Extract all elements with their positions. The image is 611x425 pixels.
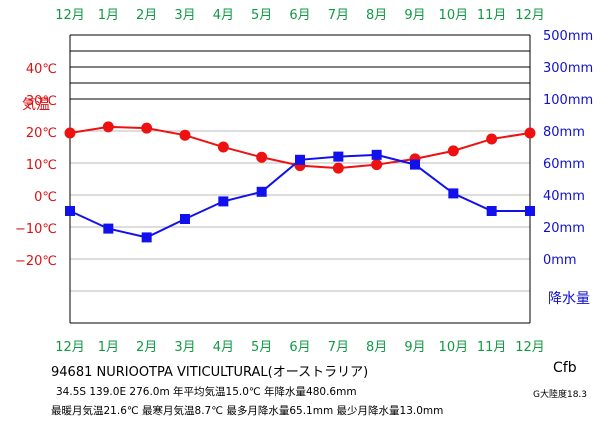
temp-tick-label: 40℃	[26, 62, 57, 77]
temperature-point	[179, 129, 191, 141]
temp-tick-label: −10℃	[15, 222, 57, 237]
temperature-point	[332, 162, 344, 174]
month-label-bottom: 12月	[515, 340, 545, 355]
temperature-point	[256, 151, 268, 163]
month-label-top: 8月	[366, 8, 387, 23]
precipitation-point	[256, 186, 267, 197]
temp-tick-label: −20℃	[15, 254, 57, 269]
temperature-point	[486, 133, 498, 145]
temp-tick-label: 20℃	[26, 126, 57, 141]
chart-frame	[69, 34, 531, 324]
temperature-point	[64, 127, 76, 139]
month-label-top: 11月	[477, 8, 507, 23]
temperature-point	[447, 145, 459, 157]
month-label-top: 9月	[404, 8, 425, 23]
month-label-bottom: 10月	[439, 340, 469, 355]
month-label-top: 7月	[328, 8, 349, 23]
series	[64, 121, 536, 243]
continentality-index: G大陸度18.3	[533, 390, 588, 400]
month-label-top: 10月	[439, 8, 469, 23]
precipitation-point	[486, 206, 497, 216]
temp-tick-label: 30℃	[26, 94, 57, 109]
precipitation-point	[65, 206, 75, 216]
month-label-bottom: 5月	[251, 340, 272, 355]
precip-tick-label: 20mm	[543, 221, 585, 236]
temperature-point	[141, 122, 153, 134]
station-name: 94681 NURIOOTPA VITICULTURAL(オーストラリア)	[51, 365, 369, 380]
precipitation-point	[410, 159, 420, 170]
month-label-bottom: 6月	[289, 340, 310, 355]
month-label-bottom: 9月	[404, 340, 425, 355]
precipitation-point	[180, 214, 190, 224]
precip-tick-label: 100mm	[543, 93, 593, 108]
temperature-point	[217, 141, 229, 153]
month-label-bottom: 11月	[477, 340, 507, 355]
precipitation-point	[218, 196, 229, 207]
station-details-2: 最暖月気温21.6℃ 最寒月気温8.7℃ 最多月降水量65.1mm 最少月降水量…	[51, 405, 444, 417]
precip-tick-label: 80mm	[543, 125, 585, 140]
month-label-top: 12月	[515, 8, 545, 23]
temperature-point	[524, 127, 536, 139]
precip-axis-title: 降水量	[548, 291, 590, 307]
precip-tick-label: 60mm	[543, 157, 585, 172]
precip-tick-label: 40mm	[543, 189, 585, 204]
month-label-top: 12月	[55, 8, 85, 23]
month-label-top: 2月	[136, 8, 157, 23]
station-details-1: 34.5S 139.0E 276.0m 年平均気温15.0℃ 年降水量480.6…	[56, 386, 357, 398]
temp-axis-title: 気温	[22, 97, 50, 113]
precip-tick-label: 500mm	[543, 29, 593, 44]
temp-tick-label: 0℃	[34, 190, 57, 205]
temperature-point	[371, 159, 383, 171]
precipitation-point	[448, 188, 459, 199]
month-label-bottom: 7月	[328, 340, 349, 355]
precipitation-point	[295, 154, 305, 165]
precipitation-point	[333, 151, 344, 162]
month-label-bottom: 1月	[98, 340, 119, 355]
month-label-top: 4月	[213, 8, 234, 23]
month-label-top: 3月	[174, 8, 195, 23]
month-label-bottom: 8月	[366, 340, 387, 355]
climate-chart: 12月 1月 2月 3月 4月 5月 6月 7月 8月 9月 10月 11月 12月 12月 1月 2月 3月 4…	[15, 8, 593, 355]
precipitation-point	[525, 206, 535, 216]
month-label-top: 6月	[289, 8, 310, 23]
precip-tick-label: 0mm	[543, 253, 577, 268]
precipitation-point	[141, 232, 152, 243]
temp-tick-label: 10℃	[26, 158, 57, 173]
month-label-bottom: 2月	[136, 340, 157, 355]
temperature-point	[102, 121, 114, 133]
month-label-bottom: 4月	[213, 340, 234, 355]
month-label-bottom: 12月	[55, 340, 85, 355]
precipitation-point	[103, 223, 114, 234]
precipitation-point	[371, 149, 382, 160]
precip-tick-label: 300mm	[543, 61, 593, 76]
axis-labels: 12月 1月 2月 3月 4月 5月 6月 7月 8月 9月 10月 11月 12月 12月 1月 2月 3月 4…	[15, 8, 593, 355]
climate-class: Cfb	[553, 360, 577, 376]
month-label-top: 5月	[251, 8, 272, 23]
month-label-top: 1月	[98, 8, 119, 23]
month-label-bottom: 3月	[174, 340, 195, 355]
